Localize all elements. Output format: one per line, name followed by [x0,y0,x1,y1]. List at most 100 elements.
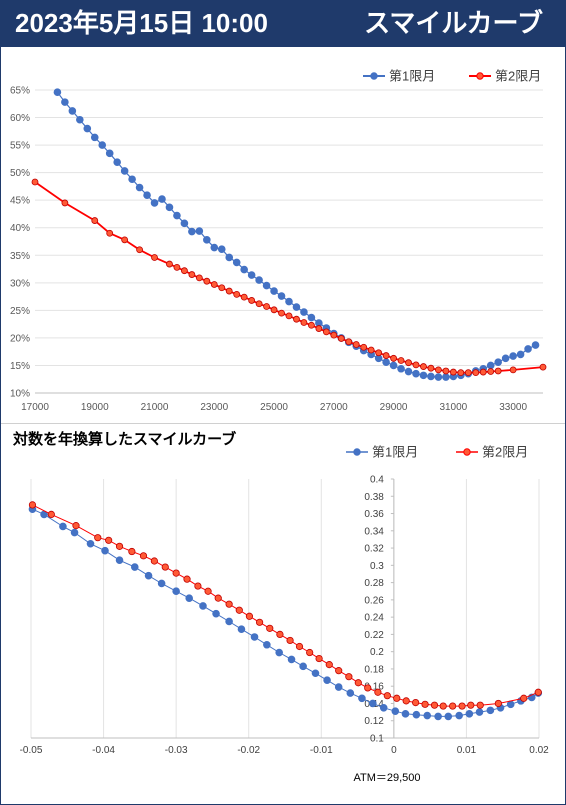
chart-title: 対数を年換算したスマイルカーブ [12,430,236,448]
header-bar: 2023年5月15日 10:00 スマイルカーブ [1,1,565,47]
data-point [292,303,301,311]
data-point [397,357,405,364]
data-point [101,546,109,555]
y-tick-label: 35% [10,251,30,262]
data-point [173,211,181,220]
data-point [494,699,502,708]
data-point [278,309,285,317]
data-point [225,617,233,626]
data-point [157,579,166,588]
header-title: スマイルカーブ [364,8,543,38]
data-point [105,536,113,544]
data-point [479,368,487,376]
data-point [449,368,457,376]
data-point [286,636,294,645]
data-point [165,203,174,212]
data-point [106,229,114,237]
x-tick-label: 17000 [21,402,49,413]
data-point [256,618,264,626]
data-point [115,556,124,564]
x-tick-label: 23000 [200,402,228,413]
data-point [53,88,62,97]
y-tick-label: 60% [10,113,30,124]
data-point [367,346,375,354]
data-point [487,368,495,375]
data-point [401,710,410,718]
data-point [115,542,124,550]
data-point [345,673,353,681]
data-point [439,702,447,710]
y-tick-label: 0.26 [364,595,384,606]
data-point [467,701,475,709]
x-tick-label: -0.03 [165,745,188,756]
data-point [203,277,211,285]
data-point [181,267,188,275]
data-point [72,522,80,530]
data-point [311,669,320,678]
data-point [183,575,191,583]
data-point [323,676,331,684]
data-point [195,227,204,235]
legend-label: 第1限月 [389,69,435,84]
legend-marker [463,448,471,456]
x-tick-label: -0.02 [237,745,260,756]
data-point [130,563,139,571]
y-tick-label: 45% [10,196,30,207]
atm-annotation: ATM＝29,500 [353,772,420,784]
smile-curve-chart: 10% 15% 20% 25% 30% 35% 40% 45% 50% 55% 60% 65% 1700… [10,69,547,413]
data-point [188,271,196,278]
data-point [120,167,129,175]
data-point [354,679,362,687]
series-line [56,91,536,378]
data-point [393,694,401,702]
data-point [151,254,158,261]
data-point [90,133,99,142]
data-point [295,642,304,651]
data-point [172,587,180,596]
data-point [136,246,143,254]
data-point [135,183,144,192]
data-point [276,630,284,638]
data-point [516,350,525,359]
data-point [358,694,366,703]
data-point [325,661,333,669]
data-point [61,199,69,207]
data-point [68,107,77,115]
x-tick-label: 0.01 [457,745,477,756]
series-line [32,504,539,707]
y-tick-label: 0.28 [364,578,384,589]
x-tick-label: -0.05 [20,745,43,756]
data-point [315,325,323,332]
y-tick-label: 15% [10,361,30,372]
data-point [486,706,495,715]
data-point [382,352,390,359]
legend-label: 第2限月 [482,445,528,460]
data-point [172,569,180,577]
data-point [405,359,412,367]
data-point [232,258,241,267]
data-point [270,287,278,295]
data-point [225,600,233,608]
data-point [334,683,343,691]
x-tick-label: 21000 [141,402,169,413]
y-tick-label: 0.32 [364,544,384,555]
data-point [383,692,391,700]
data-point [476,701,484,709]
y-tick-label: 0.1 [370,734,384,745]
data-point [128,175,136,184]
data-point [59,522,67,531]
x-tick-label: 31000 [439,402,467,413]
data-point [210,243,219,252]
data-point [420,363,427,370]
legend-label: 第1限月 [372,445,418,460]
data-point [539,363,547,371]
y-tick-label: 40% [10,223,30,234]
data-point [262,281,271,290]
x-tick-label: 19000 [81,402,109,413]
y-tick-label: 0.24 [364,613,384,624]
y-tick-label: 0.36 [364,509,384,520]
data-point [287,655,296,664]
data-point [285,297,293,306]
data-point [308,321,315,329]
